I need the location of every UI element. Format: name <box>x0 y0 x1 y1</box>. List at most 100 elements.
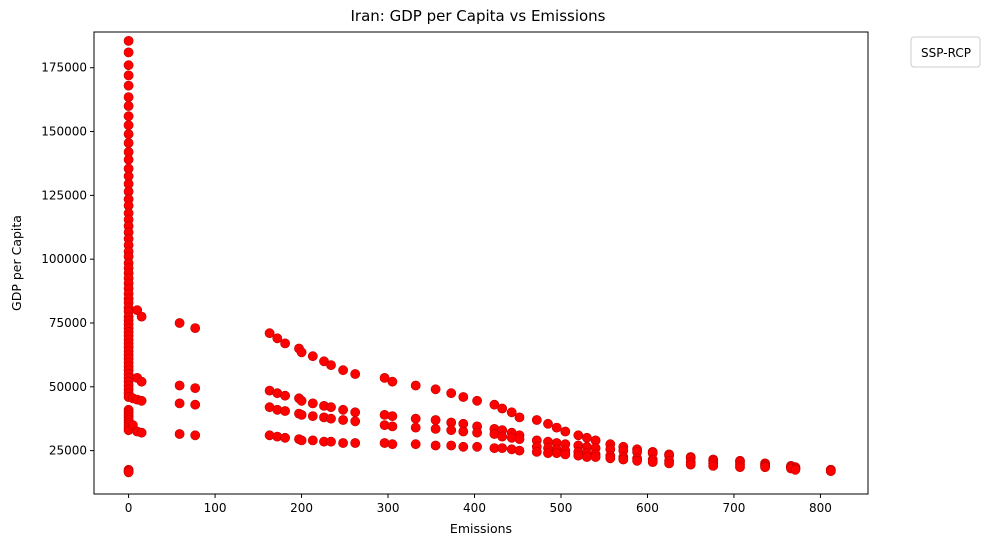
data-point <box>605 453 616 464</box>
data-points <box>123 36 836 478</box>
data-point <box>825 466 836 476</box>
data-point <box>190 323 201 333</box>
data-point <box>272 333 283 344</box>
data-point <box>590 452 601 462</box>
data-point <box>123 129 134 139</box>
data-point <box>123 80 134 91</box>
legend: SSP-RCP <box>910 36 981 68</box>
data-point <box>430 423 441 434</box>
data-point <box>307 351 318 362</box>
data-point <box>136 395 147 406</box>
data-point <box>307 435 318 446</box>
data-point <box>123 467 134 478</box>
data-point <box>280 390 290 401</box>
data-point <box>136 376 147 387</box>
data-point <box>497 443 508 453</box>
data-point <box>326 413 336 424</box>
data-point <box>531 415 542 425</box>
data-point <box>326 402 336 413</box>
data-point <box>560 449 571 460</box>
data-point <box>760 462 770 473</box>
data-point <box>338 415 348 425</box>
data-point <box>618 454 629 465</box>
data-point <box>190 399 201 410</box>
data-point <box>573 430 584 441</box>
data-point <box>350 416 361 427</box>
data-point <box>387 421 398 432</box>
data-point <box>410 413 421 424</box>
legend-title: SSP-RCP <box>921 46 971 60</box>
data-point <box>446 440 457 451</box>
x-axis-label: Emissions <box>450 521 512 536</box>
data-point <box>174 398 185 409</box>
y-axis-label: GDP per Capita <box>9 215 24 311</box>
data-point <box>708 460 719 471</box>
data-point <box>458 441 469 452</box>
data-point <box>123 101 134 111</box>
data-point <box>514 445 525 456</box>
data-point <box>123 36 134 46</box>
data-point <box>472 427 482 438</box>
data-point <box>307 398 318 409</box>
data-point <box>387 439 398 450</box>
data-point <box>123 154 134 165</box>
data-point <box>735 462 745 473</box>
data-point <box>136 427 147 438</box>
x-tick-label: 600 <box>636 501 659 515</box>
data-point <box>430 384 441 395</box>
data-point <box>551 422 562 433</box>
plot-area <box>93 31 869 495</box>
data-point <box>410 422 421 433</box>
data-point <box>497 431 508 442</box>
data-point <box>446 388 457 399</box>
data-point <box>296 435 307 446</box>
y-tick-label: 175000 <box>41 61 87 75</box>
data-point <box>338 365 348 376</box>
data-point <box>531 446 542 457</box>
data-point <box>307 411 318 421</box>
chart-title: Iran: GDP per Capita vs Emissions <box>351 7 606 25</box>
y-tick-label: 150000 <box>41 125 87 139</box>
data-point <box>123 92 134 102</box>
data-point <box>387 376 398 387</box>
data-point <box>514 434 525 444</box>
data-point <box>280 432 290 443</box>
data-point <box>632 455 642 466</box>
data-point <box>190 383 201 393</box>
data-point <box>123 138 134 148</box>
data-point <box>123 47 134 58</box>
data-point <box>514 412 525 423</box>
data-point <box>123 60 134 71</box>
data-point <box>543 418 553 429</box>
y-tick-label: 25000 <box>49 444 87 458</box>
data-point <box>174 429 185 439</box>
x-tick-label: 200 <box>290 501 313 515</box>
data-point <box>582 452 592 462</box>
data-point <box>543 448 553 459</box>
data-point <box>472 441 482 452</box>
data-point <box>123 70 134 81</box>
data-point <box>664 458 674 469</box>
data-point <box>551 448 562 459</box>
data-point <box>458 392 469 402</box>
data-point <box>489 399 500 410</box>
data-point <box>582 432 592 443</box>
data-point <box>430 415 441 425</box>
x-tick-label: 500 <box>550 501 573 515</box>
x-tick-label: 0 <box>125 501 133 515</box>
data-point <box>174 380 185 391</box>
data-point <box>430 440 441 451</box>
data-point <box>410 380 421 391</box>
x-axis: 0 100 200 300 400 500 600 700 800 <box>125 494 832 515</box>
data-point <box>296 395 307 406</box>
data-point <box>387 411 398 421</box>
data-point <box>573 450 584 461</box>
plot-frame <box>93 31 869 495</box>
data-point <box>123 120 134 131</box>
data-point <box>123 111 134 122</box>
data-point <box>647 457 658 467</box>
data-point <box>280 406 290 416</box>
data-point <box>326 436 336 447</box>
x-tick-label: 400 <box>463 501 486 515</box>
